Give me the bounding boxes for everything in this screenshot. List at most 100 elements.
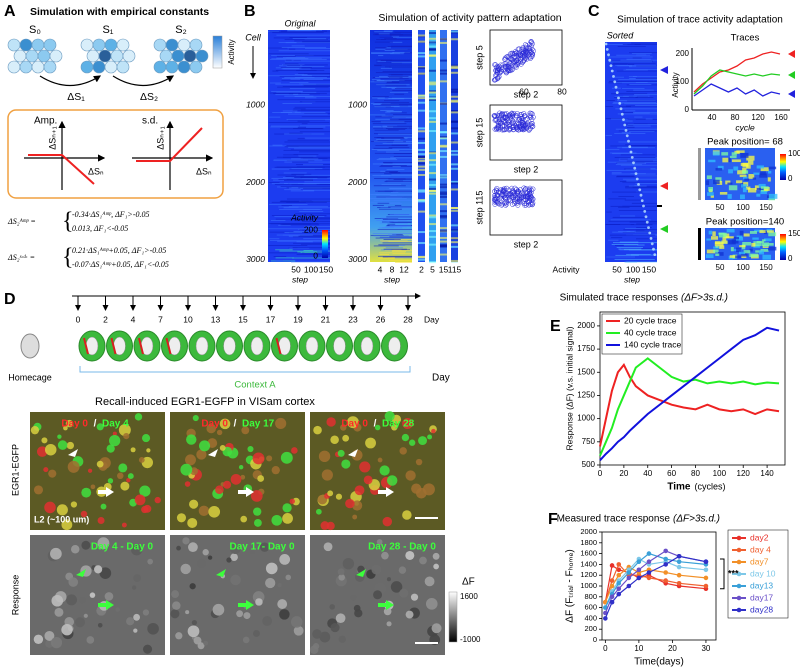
point (676, 572, 682, 578)
heatmap-blob (749, 248, 753, 252)
cell-blob (391, 424, 398, 431)
heatmap-stripe (289, 36, 307, 38)
heatmap-stripe (292, 236, 330, 238)
heatmap-stripe (297, 183, 330, 184)
cell-blob (384, 411, 395, 422)
peak (617, 96, 620, 100)
heatmap-stripe (302, 84, 330, 86)
heatmap-stripe (620, 154, 656, 156)
strip-stripe (440, 131, 447, 134)
heatmap-stripe (626, 58, 651, 60)
cell-blob (219, 418, 231, 430)
heatmap-stripe (297, 251, 318, 253)
cell-blob (112, 431, 117, 436)
heatmap-stripe (283, 154, 298, 156)
heatmap-stripe (392, 142, 412, 144)
mouse (223, 336, 236, 356)
heatmap-stripe (300, 243, 330, 245)
series-line (599, 326, 780, 462)
heatmap-stripe (380, 170, 386, 172)
scatter-point (511, 51, 517, 57)
heatmap-stripe (391, 249, 410, 251)
heatmap-stripe (614, 96, 629, 98)
heatmap-stripe (372, 204, 384, 206)
heatmap-stripe (380, 249, 393, 251)
scatter-point (494, 193, 500, 198)
heatmap-stripe (375, 72, 412, 74)
scatter-point (521, 190, 527, 196)
heatmap-stripe (390, 119, 412, 121)
heatmap-stripe (375, 34, 412, 35)
strip-stripe (440, 122, 447, 125)
panel-title: Simulation with empirical constants (30, 6, 209, 18)
heatmap-stripe (616, 162, 645, 164)
heatmap-stripe (626, 126, 635, 128)
heatmap-stripe (387, 125, 412, 127)
strip-stripe (429, 163, 436, 166)
strip-stripe (451, 95, 458, 98)
heatmap-stripe (635, 82, 657, 83)
heatmap-stripe (284, 232, 303, 233)
cell-blob (373, 590, 383, 600)
heatmap-stripe (394, 239, 412, 240)
heatmap-stripe (618, 159, 657, 161)
strip-stripe (451, 206, 458, 209)
heatmap-stripe (375, 118, 399, 120)
cell-blob (424, 576, 435, 587)
cell-blob (54, 607, 64, 617)
cell-blob (326, 417, 336, 427)
cell-blob (242, 636, 250, 644)
heatmap-stripe (376, 39, 411, 40)
heatmap-stripe (627, 125, 634, 127)
transition-arrow (39, 75, 102, 86)
heatmap-stripe (385, 85, 407, 87)
heatmap-stripe (292, 257, 330, 259)
x-tick-label: 60 (667, 469, 676, 478)
strip-stripe (451, 132, 458, 135)
heatmap-stripe (286, 160, 315, 162)
heatmap-stripe (382, 143, 412, 144)
heatmap-stripe (370, 234, 404, 236)
heatmap-stripe (607, 56, 653, 58)
scatter-point (503, 196, 509, 202)
heatmap-stripe (384, 137, 408, 139)
y-tick-label: 1500 (577, 367, 595, 376)
heatmap-blob (767, 177, 771, 182)
strip-stripe (418, 162, 425, 165)
heatmap-stripe (286, 145, 330, 147)
scatter-point (506, 193, 511, 198)
scatter-point (510, 124, 516, 130)
heatmap-stripe (381, 86, 412, 88)
heatmap-stripe (268, 245, 308, 246)
heatmap-blob (756, 165, 764, 169)
heatmap-stripe (389, 214, 399, 216)
cell-blob (354, 485, 365, 496)
day-label: 19 (293, 314, 303, 324)
heatmap-stripe (633, 89, 654, 91)
peak (653, 253, 657, 256)
heatmap-stripe (605, 134, 612, 136)
strip-stripe (440, 240, 447, 243)
cell-blob (126, 617, 135, 626)
point (636, 575, 642, 581)
strip-stripe (451, 90, 458, 93)
heatmap-blob (759, 230, 766, 234)
heatmap-blob (708, 159, 716, 163)
strip-stripe (451, 120, 458, 123)
heatmap-stripe (385, 180, 404, 182)
cell-blob (342, 558, 355, 570)
cell-blob (215, 485, 224, 495)
chart-title-note: (ΔF>3s.d.) (681, 293, 728, 304)
heatmap-stripe (291, 218, 330, 220)
scatter-point (529, 123, 535, 129)
heatmap-stripe (621, 120, 633, 122)
heatmap-blob (749, 253, 759, 258)
heatmap-stripe (384, 171, 399, 172)
cell (19, 60, 33, 74)
peak (618, 102, 622, 105)
panel-label: D (4, 291, 16, 308)
cell-blob (279, 609, 290, 620)
scatter-point (519, 117, 525, 123)
cell-blob (86, 636, 95, 644)
